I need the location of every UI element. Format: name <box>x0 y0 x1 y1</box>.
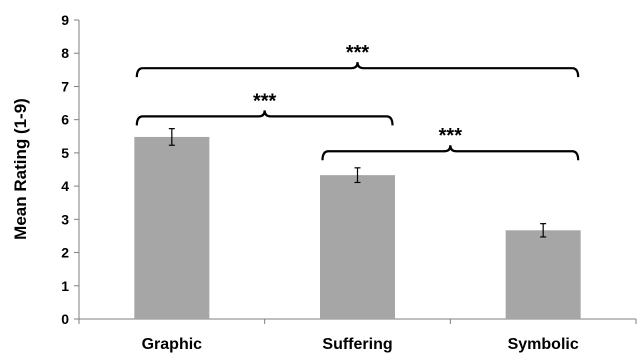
bar-graphic <box>134 136 210 319</box>
x-category-label: Graphic <box>142 336 203 353</box>
y-tick-label: 5 <box>61 145 69 161</box>
bar-suffering <box>320 175 395 319</box>
significance-bracket <box>135 110 394 126</box>
y-tick-label: 9 <box>61 12 69 28</box>
y-tick-label: 1 <box>61 278 69 294</box>
y-tick-label: 3 <box>61 211 69 227</box>
significance-label: *** <box>253 90 277 112</box>
y-tick-label: 0 <box>61 311 69 327</box>
y-tick-label: 6 <box>61 112 69 128</box>
y-axis-title: Mean Rating (1-9) <box>11 98 30 240</box>
x-category-label: Suffering <box>322 336 392 353</box>
y-tick-label: 2 <box>61 245 69 261</box>
y-tick-label: 7 <box>61 78 69 94</box>
y-tick-label: 4 <box>61 178 69 194</box>
significance-label: *** <box>346 42 370 64</box>
bars: Graphic Suffering Symbolic <box>134 128 581 353</box>
x-category-label: Symbolic <box>508 336 579 353</box>
significance-brackets: *** *** *** <box>135 42 580 161</box>
significance-bracket <box>321 145 580 161</box>
significance-label: *** <box>439 125 463 147</box>
y-tick-label: 8 <box>61 45 69 61</box>
bar-symbolic <box>505 230 581 319</box>
significance-bracket <box>135 62 580 78</box>
